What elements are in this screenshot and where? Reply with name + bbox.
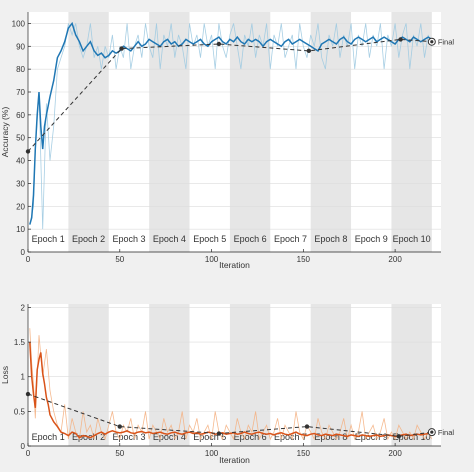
loss-epoch-label: Epoch 5 (193, 432, 226, 442)
loss-final-label: Final (438, 428, 455, 437)
accuracy-epoch-label: Epoch 3 (112, 234, 145, 244)
accuracy-x-tick-label: 100 (205, 255, 219, 264)
accuracy-y-tick-label: 80 (16, 65, 25, 74)
loss-epoch-label: Epoch 7 (274, 432, 307, 442)
loss-epoch-label: Epoch 6 (234, 432, 267, 442)
loss-epoch-label: Epoch 8 (314, 432, 347, 442)
accuracy-epoch-label: Epoch 9 (355, 234, 388, 244)
loss-raw-series-line (29, 328, 433, 441)
accuracy-epoch-label: Epoch 8 (314, 234, 347, 244)
loss-validation-point (117, 424, 122, 429)
loss-validation-point (396, 434, 401, 439)
accuracy-validation-point (306, 48, 312, 54)
accuracy-epoch-label: Epoch 6 (234, 234, 267, 244)
accuracy-final-point-dot (430, 40, 434, 44)
accuracy-y-tick-label: 90 (16, 42, 25, 51)
loss-epoch-label: Epoch 10 (393, 432, 431, 442)
accuracy-x-tick-label: 150 (297, 255, 311, 264)
accuracy-y-tick-label: 60 (16, 111, 25, 120)
loss-x-tick-label: 50 (115, 449, 124, 458)
accuracy-x-tick-label: 200 (388, 255, 402, 264)
loss-final-point-dot (430, 430, 434, 434)
loss-epoch-label: Epoch 1 (32, 432, 65, 442)
accuracy-y-tick-label: 10 (16, 225, 25, 234)
accuracy-y-tick-label: 30 (16, 179, 25, 188)
accuracy-epoch-band (229, 12, 271, 252)
loss-epoch-band (68, 304, 109, 446)
loss-x-tick-label: 200 (388, 449, 402, 458)
loss-x-tick-label: 0 (26, 449, 31, 458)
loss-epoch-label: Epoch 3 (112, 432, 145, 442)
accuracy-epoch-band (68, 12, 109, 252)
loss-y-axis-label: Loss (0, 366, 10, 384)
loss-epoch-band (391, 304, 432, 446)
accuracy-final-label: Final (438, 38, 455, 47)
accuracy-validation-point (216, 41, 222, 47)
loss-epoch-label: Epoch 9 (355, 432, 388, 442)
loss-y-tick-label: 0 (21, 442, 26, 451)
accuracy-y-tick-label: 20 (16, 202, 25, 211)
accuracy-epoch-band (310, 12, 352, 252)
accuracy-x-tick-label: 0 (26, 255, 31, 264)
accuracy-y-tick-label: 50 (16, 134, 25, 143)
loss-x-tick-label: 150 (297, 449, 311, 458)
loss-y-tick-label: 2 (21, 303, 26, 312)
accuracy-x-axis-label: Iteration (219, 260, 250, 270)
accuracy-x-tick-label: 50 (115, 255, 124, 264)
loss-y-tick-label: 1 (21, 373, 26, 382)
loss-y-tick-label: 0.5 (14, 407, 26, 416)
accuracy-raw-series-line (29, 23, 433, 230)
accuracy-epoch-label: Epoch 10 (393, 234, 431, 244)
accuracy-y-tick-label: 70 (16, 88, 25, 97)
accuracy-y-tick-label: 40 (16, 157, 25, 166)
accuracy-y-axis-label: Accuracy (%) (0, 107, 10, 158)
loss-validation-point (216, 431, 222, 436)
accuracy-epoch-label: Epoch 7 (274, 234, 307, 244)
accuracy-y-tick-label: 0 (21, 248, 26, 257)
accuracy-epoch-band (149, 12, 190, 252)
loss-validation-point (304, 424, 310, 429)
loss-x-axis-label: Iteration (219, 455, 250, 465)
accuracy-epoch-label: Epoch 5 (193, 234, 226, 244)
accuracy-smoothed-series-line (29, 21, 433, 225)
accuracy-validation-point (398, 37, 403, 42)
accuracy-validation-line (27, 38, 432, 152)
loss-x-tick-label: 100 (205, 449, 219, 458)
accuracy-epoch-label: Epoch 2 (72, 234, 105, 244)
loss-epoch-label: Epoch 4 (153, 432, 186, 442)
accuracy-epoch-label: Epoch 4 (153, 234, 186, 244)
loss-y-tick-label: 1.5 (14, 338, 26, 347)
loss-validation-line (27, 393, 432, 437)
loss-epoch-band (149, 304, 190, 446)
accuracy-y-tick-label: 100 (12, 19, 26, 28)
accuracy-validation-point (119, 46, 124, 51)
accuracy-epoch-label: Epoch 1 (32, 234, 65, 244)
